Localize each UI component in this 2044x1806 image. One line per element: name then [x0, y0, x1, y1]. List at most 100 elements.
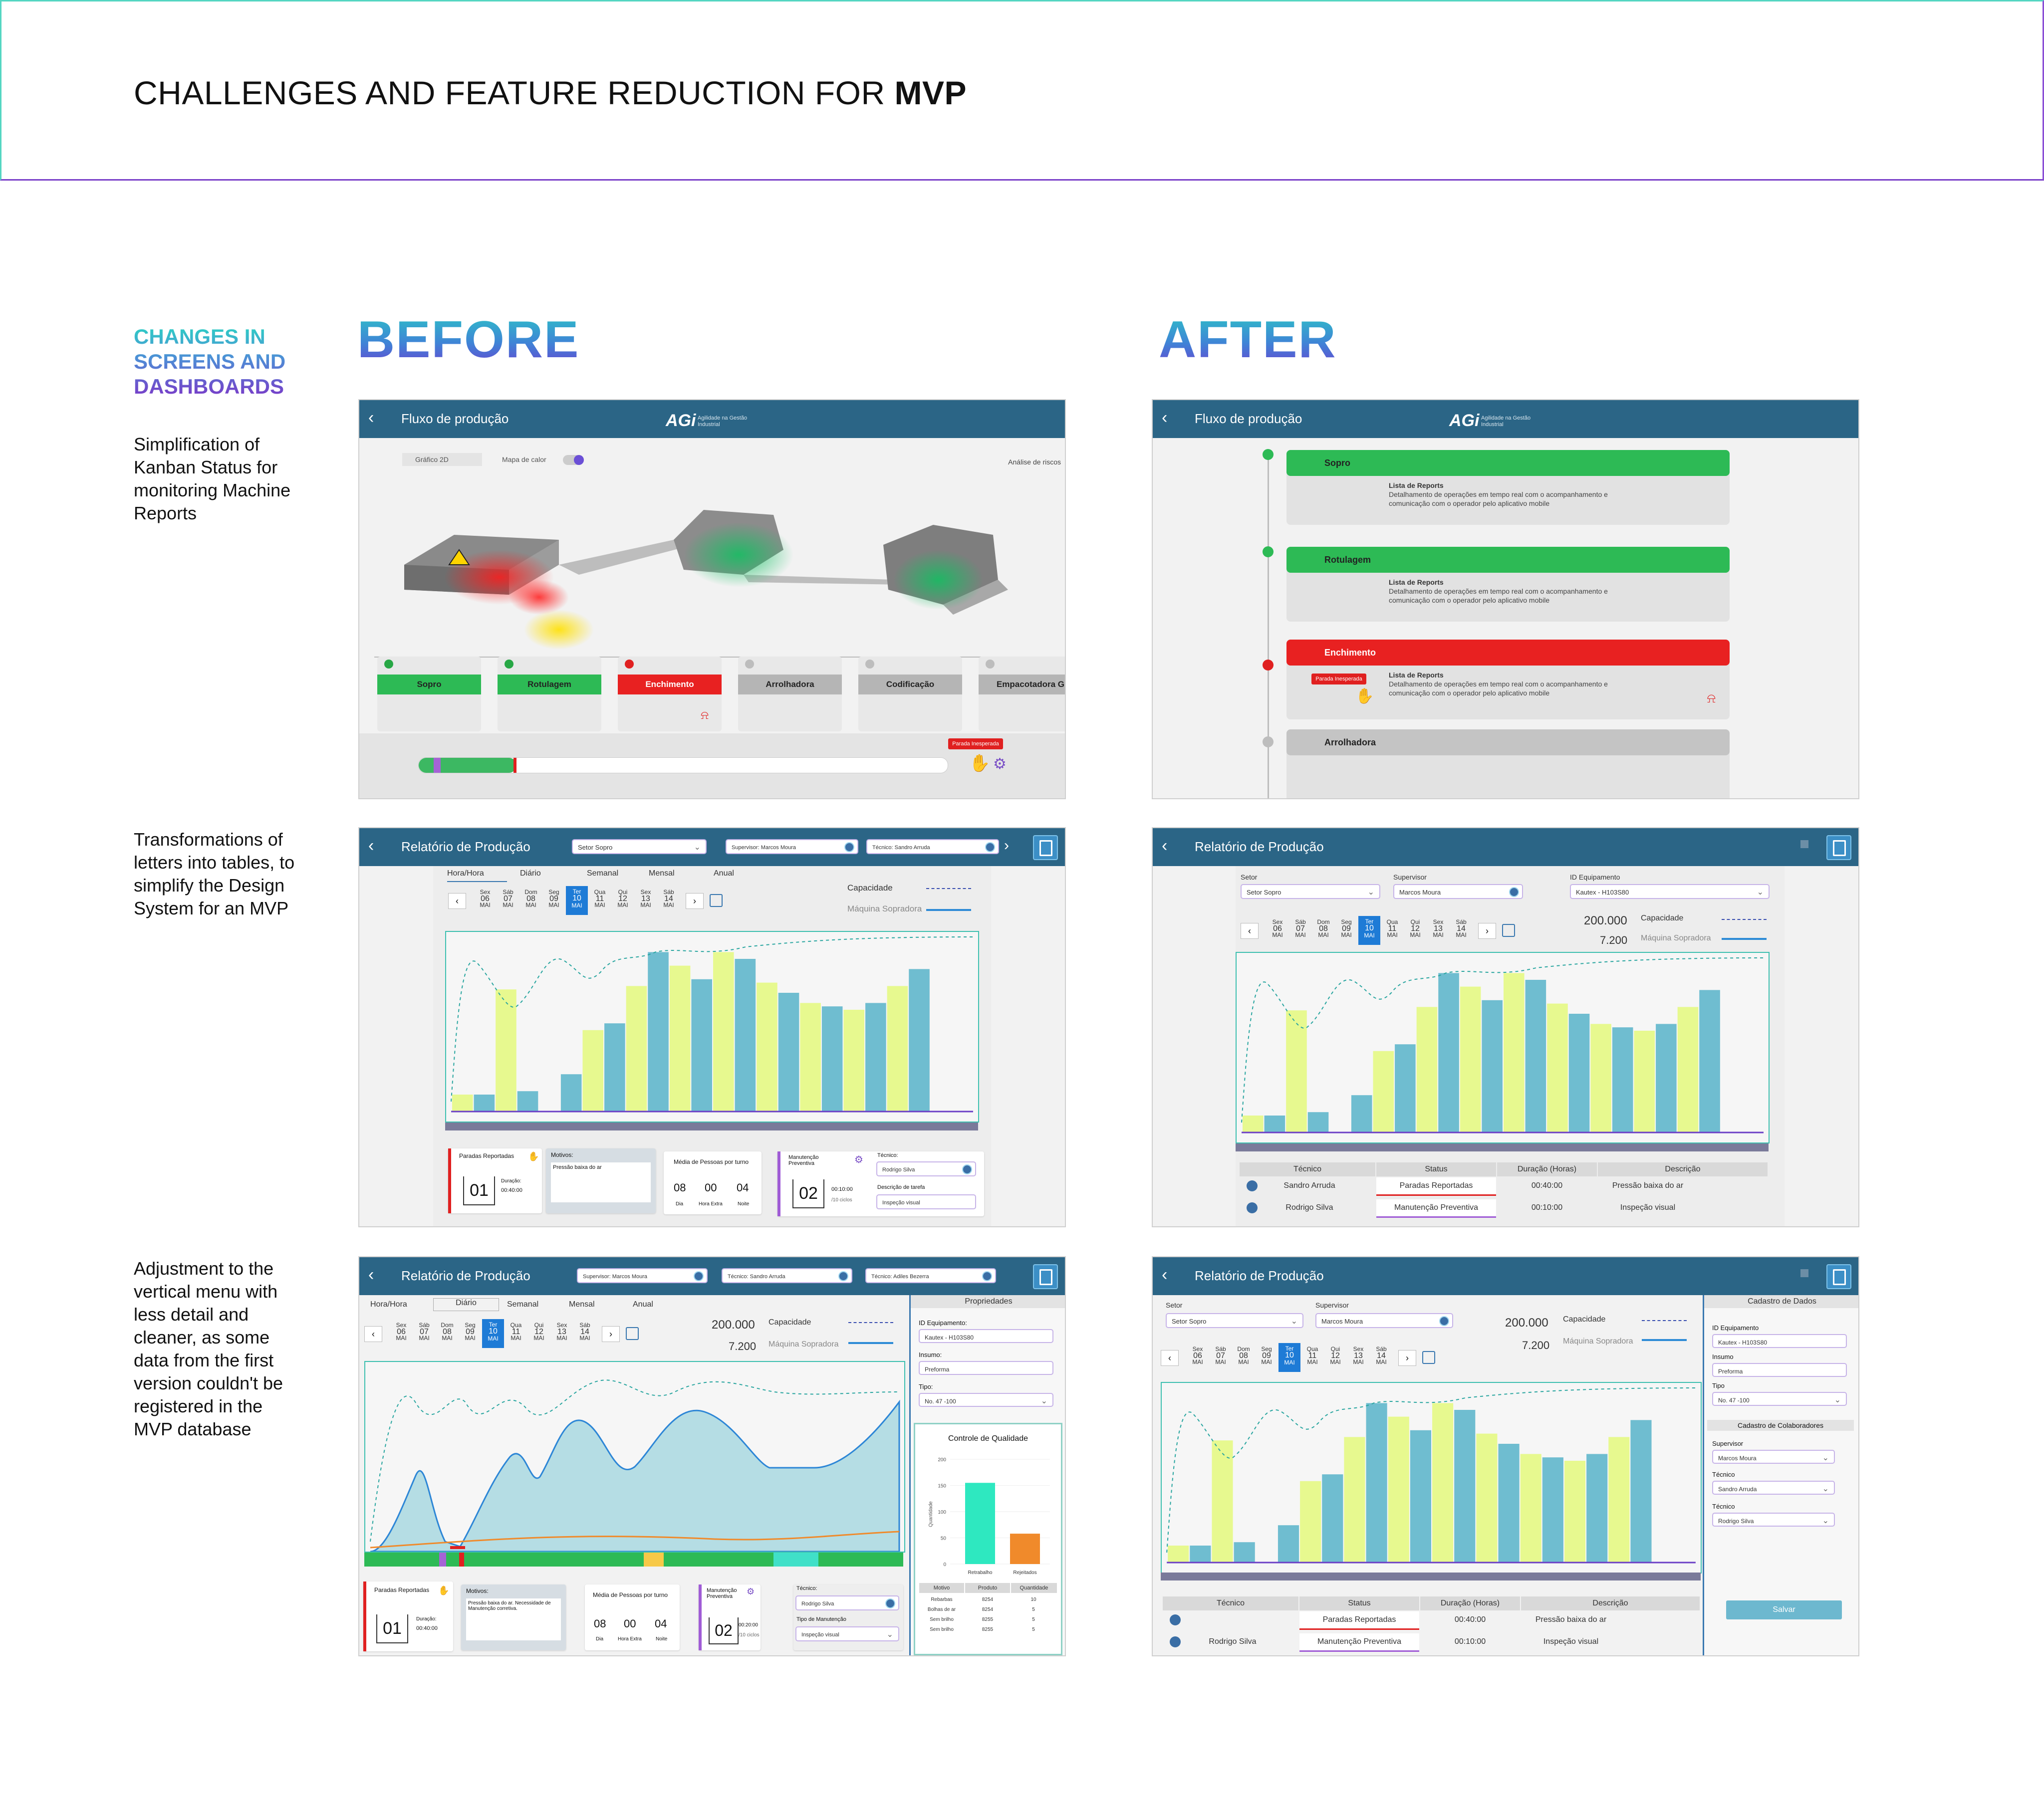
date-10[interactable]: Ter 10 MAI	[1358, 916, 1380, 945]
timeline-card-sopro[interactable]: Sopro Lista de Reports Detalhamento de op…	[1286, 450, 1730, 525]
report-icon[interactable]	[1826, 835, 1851, 860]
date-07[interactable]: Sáb 07 MAI	[503, 889, 513, 908]
tab-anual[interactable]: Anual	[714, 869, 734, 878]
date-12[interactable]: Qui 12 MAI	[533, 1322, 544, 1342]
date-13[interactable]: Sex 13 MAI	[556, 1322, 567, 1342]
timeline-bar[interactable]	[418, 757, 948, 773]
chevron-left-icon[interactable]: ‹	[1241, 923, 1259, 939]
tipo-select[interactable]: No. 47 -100 ⌄	[919, 1393, 1053, 1407]
save-button[interactable]: Salvar	[1726, 1600, 1842, 1619]
supervisor-field[interactable]: Supervisor: Marcos Moura	[577, 1268, 708, 1283]
back-arrow-icon[interactable]: ‹	[1162, 408, 1168, 427]
tab-hora[interactable]: Hora/Hora	[370, 1300, 407, 1309]
date-08[interactable]: Dom 08 MAI	[1237, 1346, 1250, 1365]
tab-semanal[interactable]: Semanal	[587, 869, 619, 878]
menu-square-icon[interactable]	[1800, 1269, 1808, 1277]
toggle-2d[interactable]: Gráfico 2D	[402, 453, 482, 466]
timeline-card-arrolhadora[interactable]: Arrolhadora	[1286, 729, 1730, 798]
calendar-icon[interactable]	[1502, 924, 1515, 937]
tarefa-select[interactable]: Inspeção visual	[876, 1194, 976, 1209]
station-card-sopro[interactable]: Sopro	[377, 657, 481, 731]
toggle-heatmap[interactable]: Mapa de calor	[502, 455, 546, 463]
tecnico-field-2[interactable]: Técnico: Adiles Bezerra	[865, 1268, 996, 1283]
date-12[interactable]: Qui 12 MAI	[617, 889, 628, 908]
calendar-icon[interactable]	[710, 894, 723, 907]
sector-select[interactable]: Setor Sopro ⌄	[1241, 884, 1380, 899]
report-icon[interactable]	[1033, 835, 1058, 860]
station-card-enchimento[interactable]: Enchimento ⍾	[618, 657, 722, 731]
hand-stop-icon[interactable]: ✋	[1355, 688, 1374, 704]
date-06[interactable]: Sex 06 MAI	[396, 1322, 407, 1342]
tab-hora[interactable]: Hora/Hora	[447, 869, 507, 882]
date-13[interactable]: Sex 13 MAI	[1433, 918, 1444, 938]
hand-stop-icon[interactable]: ✋	[969, 754, 991, 773]
tab-diario[interactable]: Diário	[520, 869, 541, 878]
date-12[interactable]: Qui 12 MAI	[1410, 918, 1421, 938]
tab-anual[interactable]: Anual	[633, 1300, 653, 1309]
sector-select[interactable]: Setor Sopro ⌄	[1166, 1313, 1303, 1328]
tab-semanal[interactable]: Semanal	[507, 1300, 539, 1309]
tab-diario[interactable]: Diário	[433, 1298, 499, 1311]
date-11[interactable]: Qua 11 MAI	[594, 889, 606, 908]
gear-icon[interactable]: ⚙	[993, 756, 1007, 772]
supervisor-field[interactable]: Marcos Moura	[1393, 884, 1523, 899]
date-07[interactable]: Sáb 07 MAI	[419, 1322, 430, 1342]
calendar-icon[interactable]	[1422, 1351, 1435, 1364]
chevron-right-icon[interactable]: ›	[686, 893, 704, 909]
chevron-left-icon[interactable]: ‹	[448, 893, 466, 909]
supervisor-field[interactable]: Marcos Moura	[1315, 1313, 1453, 1328]
chevron-left-icon[interactable]: ‹	[1161, 1350, 1179, 1366]
date-08[interactable]: Dom 08 MAI	[441, 1322, 454, 1342]
tecnico-select[interactable]: Sandro Arruda ⌄	[1712, 1481, 1835, 1495]
chevron-right-icon[interactable]: ›	[1398, 1350, 1416, 1366]
risk-analysis-link[interactable]: Análise de riscos	[1008, 458, 1061, 466]
date-06[interactable]: Sex 06 MAI	[480, 889, 491, 908]
date-09[interactable]: Seg 09 MAI	[548, 889, 559, 908]
date-14[interactable]: Sáb 14 MAI	[1456, 918, 1467, 938]
tecnico-select-2[interactable]: Rodrigo Silva ⌄	[1712, 1513, 1835, 1527]
report-icon[interactable]	[1826, 1264, 1851, 1289]
back-arrow-icon[interactable]: ‹	[368, 1265, 374, 1284]
equipment-id-input[interactable]: Kautex - H103S80	[1712, 1334, 1847, 1348]
date-07[interactable]: Sáb 07 MAI	[1295, 918, 1306, 938]
insumo-input[interactable]: Preforma	[919, 1361, 1053, 1375]
tecnico-pill[interactable]: Rodrigo Silva	[876, 1161, 976, 1176]
date-13[interactable]: Sex 13 MAI	[640, 889, 651, 908]
date-10[interactable]: Ter 10 MAI	[1278, 1343, 1300, 1372]
back-arrow-icon[interactable]: ‹	[368, 836, 374, 855]
date-09[interactable]: Seg 09 MAI	[1261, 1346, 1272, 1365]
report-icon[interactable]	[1033, 1264, 1058, 1289]
supervisor-field[interactable]: Supervisor: Marcos Moura	[726, 839, 858, 854]
date-10[interactable]: Ter 10 MAI	[482, 1319, 504, 1348]
back-arrow-icon[interactable]: ‹	[1162, 836, 1168, 855]
date-14[interactable]: Sáb 14 MAI	[1376, 1346, 1387, 1365]
date-08[interactable]: Dom 08 MAI	[1317, 918, 1330, 938]
date-14[interactable]: Sáb 14 MAI	[579, 1322, 590, 1342]
date-14[interactable]: Sáb 14 MAI	[663, 889, 674, 908]
date-11[interactable]: Qua 11 MAI	[510, 1322, 522, 1342]
station-card-rotulagem[interactable]: Rotulagem	[498, 657, 601, 731]
menu-square-icon[interactable]	[1800, 840, 1808, 848]
date-11[interactable]: Qua 11 MAI	[1306, 1346, 1318, 1365]
date-06[interactable]: Sex 06 MAI	[1272, 918, 1283, 938]
tecnico-field[interactable]: Técnico: Sandro Arruda	[722, 1268, 852, 1283]
timeline-card-rotulagem[interactable]: Rotulagem Lista de Reports Detalhamento d…	[1286, 547, 1730, 622]
date-11[interactable]: Qua 11 MAI	[1386, 918, 1398, 938]
chevron-right-icon[interactable]: ›	[1478, 923, 1496, 939]
timeline-card-enchimento[interactable]: Enchimento Parada Inesperada ✋ Lista de …	[1286, 640, 1730, 719]
date-08[interactable]: Dom 08 MAI	[524, 889, 537, 908]
date-12[interactable]: Qui 12 MAI	[1330, 1346, 1341, 1365]
chevron-right-icon[interactable]: ›	[1004, 837, 1009, 854]
date-09[interactable]: Seg 09 MAI	[1341, 918, 1352, 938]
chevron-right-icon[interactable]: ›	[602, 1326, 620, 1342]
tecnico-pill[interactable]: Rodrigo Silva	[795, 1595, 899, 1610]
date-10[interactable]: Ter 10 MAI	[566, 886, 588, 915]
manutencao-type-select[interactable]: Inspeção visual ⌄	[795, 1626, 899, 1641]
tipo-select[interactable]: No. 47 -100 ⌄	[1712, 1392, 1847, 1406]
date-06[interactable]: Sex 06 MAI	[1192, 1346, 1203, 1365]
tab-mensal[interactable]: Mensal	[569, 1300, 595, 1309]
insumo-input[interactable]: Preforma	[1712, 1363, 1847, 1377]
back-arrow-icon[interactable]: ‹	[368, 408, 374, 427]
station-card-empacotadora[interactable]: Empacotadora G	[979, 657, 1065, 731]
date-13[interactable]: Sex 13 MAI	[1353, 1346, 1364, 1365]
